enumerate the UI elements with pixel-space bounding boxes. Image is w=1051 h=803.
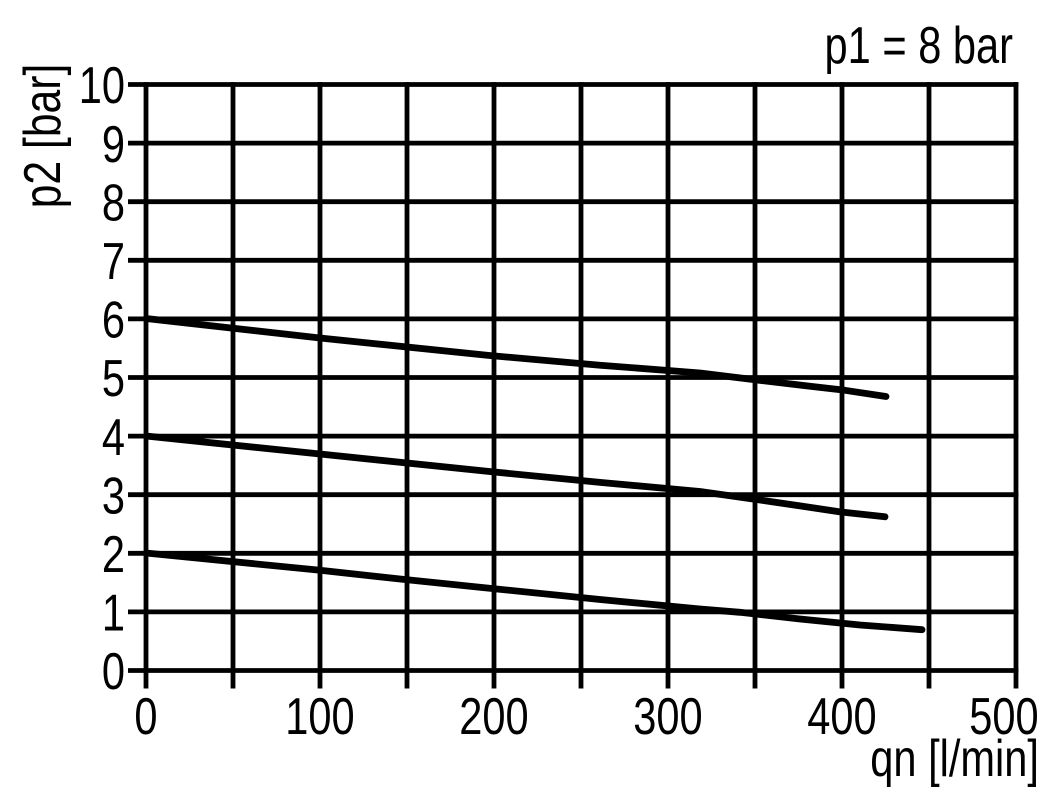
svg-text:200: 200 bbox=[459, 687, 528, 746]
svg-text:4: 4 bbox=[102, 407, 125, 466]
svg-text:9: 9 bbox=[102, 114, 125, 173]
svg-text:qn [l/min]: qn [l/min] bbox=[870, 729, 1039, 788]
svg-text:5: 5 bbox=[102, 349, 125, 408]
svg-text:300: 300 bbox=[633, 687, 702, 746]
svg-text:6: 6 bbox=[102, 290, 125, 349]
svg-text:3: 3 bbox=[102, 466, 125, 525]
svg-text:7: 7 bbox=[102, 232, 125, 291]
svg-text:500: 500 bbox=[969, 687, 1038, 746]
svg-text:400: 400 bbox=[807, 687, 876, 746]
svg-text:p2 [bar]: p2 [bar] bbox=[14, 64, 72, 209]
svg-text:100: 100 bbox=[285, 687, 354, 746]
svg-text:10: 10 bbox=[79, 56, 125, 115]
svg-text:0: 0 bbox=[102, 642, 125, 701]
svg-text:p1 = 8 bar: p1 = 8 bar bbox=[825, 16, 1013, 75]
svg-text:1: 1 bbox=[102, 583, 125, 642]
svg-text:2: 2 bbox=[102, 525, 125, 584]
svg-text:8: 8 bbox=[102, 173, 125, 232]
svg-text:0: 0 bbox=[134, 687, 157, 746]
